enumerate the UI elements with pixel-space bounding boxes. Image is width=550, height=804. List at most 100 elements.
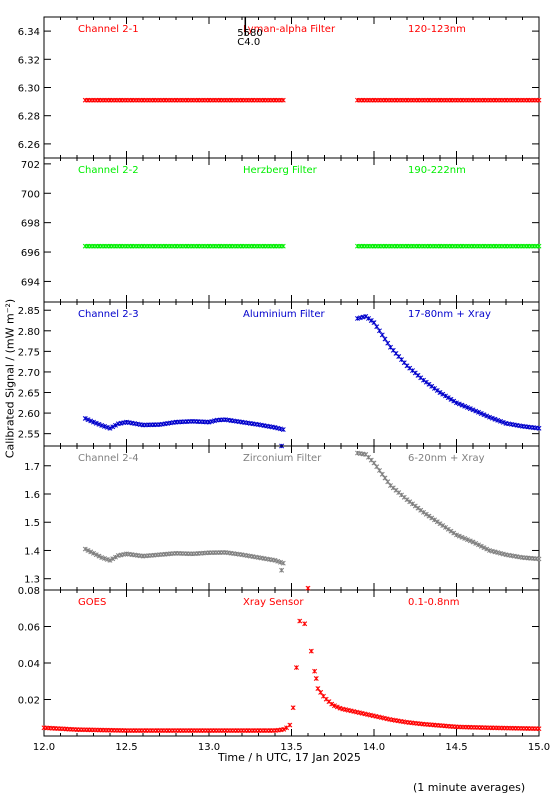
y-tick-label: 1.5 [24,518,40,529]
data-point [467,538,473,544]
data-point [329,701,335,707]
data-point [280,243,286,249]
data-point [279,567,285,573]
data-point [302,621,308,627]
panel-ch2-2: 694 696 698 700 702 Channel 2-2 Herzberg Filte… [21,157,542,303]
panel-label: Channel 2-4 [78,453,139,464]
data-point [476,409,481,415]
data-point [312,668,318,674]
y-tick-label: 6.26 [18,140,40,151]
data-point [470,539,476,545]
data-point [459,534,465,540]
y-tick-label: 696 [21,248,40,259]
data-point [88,418,94,424]
data-point [305,585,311,591]
y-axis-label: Calibrated Signal / (mW m⁻²) [3,298,17,459]
data-point [385,479,391,485]
data-point [536,425,542,431]
data-point [107,557,113,563]
data-point [489,415,495,421]
data-point [440,523,446,528]
data-point [290,705,296,711]
y-tick-label: 6.32 [18,55,40,66]
data-point [99,555,105,560]
data-point [379,471,385,477]
x-tick-label: 14.0 [363,742,385,753]
data-point [481,545,487,551]
data-point [93,552,99,558]
data-point [536,726,542,732]
data-point [96,421,102,427]
data-point [385,340,391,346]
footnote: (1 minute averages) [413,781,526,794]
data-point [93,420,99,426]
data-point [85,417,91,423]
y-tick-label: 0.02 [18,696,40,707]
panel-label: Channel 2-3 [78,309,139,320]
data-point [492,416,498,422]
data-series [82,313,542,449]
data-point [281,726,287,732]
data-point [96,553,102,559]
panel-label: 120-123nm [408,24,466,35]
data-point [315,686,321,692]
data-point [379,332,385,338]
panel-label: Channel 2-1 [78,24,139,35]
panel-label: Lyman-alpha Filter [243,24,336,35]
y-tick-label: 702 [21,160,40,171]
data-series [41,585,542,733]
panel-label: GOES [78,597,106,608]
data-point [104,424,110,430]
panel-frame [43,445,540,591]
data-series [82,243,542,249]
data-series [82,97,542,103]
data-point [82,546,88,552]
panel-label: 0.1-0.8nm [408,597,460,608]
data-point [443,524,448,530]
data-point [484,413,490,419]
data-point [536,97,542,103]
y-tick-label: 2.60 [18,409,40,420]
data-point [500,419,506,425]
data-point [451,530,457,536]
y-tick-label: 694 [21,277,40,288]
data-point [421,509,426,515]
data-point [275,558,281,564]
panel-label: 6-20nm + Xray [408,453,485,464]
y-tick-label: 2.55 [18,430,40,441]
x-tick-label: 13.5 [280,742,302,753]
y-tick-label: 0.04 [18,659,40,670]
data-point [487,414,492,420]
y-tick-label: 2.85 [18,306,40,317]
data-point [456,401,462,407]
data-point [465,537,470,543]
event-marker-label-bottom: C4.0 [237,37,260,48]
data-point [337,705,343,711]
data-point [104,556,110,562]
data-point [280,560,286,566]
data-point [102,556,107,561]
data-point [454,400,459,406]
data-point [110,556,116,562]
data-point [473,540,479,546]
data-point [374,324,380,330]
panel-frame [43,589,540,737]
data-point [297,618,303,624]
panel-goes: 0.02 0.04 0.06 0.08 GOES Xray Sensor 0.1-0.8nm [18,585,542,737]
y-tick-label: 6.28 [18,112,40,123]
data-point [113,422,118,428]
data-point [440,391,446,397]
y-tick-label: 2.80 [18,327,40,338]
panel-ch2-1: 6.26 6.28 6.30 6.32 6.34 Channel 2-1 Lyman-alp… [18,16,542,159]
data-point [495,417,501,423]
data-point [437,390,443,395]
panel-group: 6.26 6.28 6.30 6.32 6.34 Channel 2-1 Lyman-alp… [18,16,542,737]
data-point [478,411,484,416]
y-tick-label: 2.75 [18,347,40,358]
data-point [467,406,473,412]
data-point [382,475,388,481]
data-point [481,412,487,418]
